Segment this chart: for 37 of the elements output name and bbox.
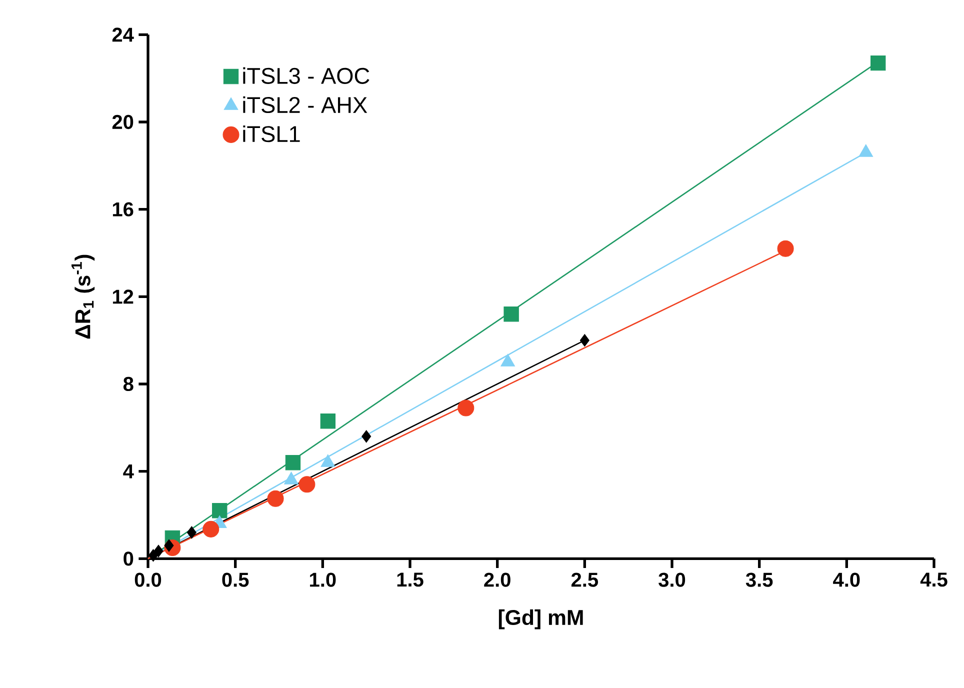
point: [362, 430, 372, 443]
x-tick-label: 3.0: [658, 572, 686, 587]
x-tick-label: 3.5: [746, 572, 773, 587]
point: [458, 400, 474, 416]
x-tick-label: 2.0: [484, 572, 510, 587]
point: [202, 520, 220, 538]
x-tick-label: 4.0: [833, 572, 860, 587]
y-tick-label: 4: [123, 464, 134, 478]
x-tick-label: 0.5: [222, 572, 249, 587]
point: [870, 55, 886, 71]
x-tick-label: 1.5: [397, 572, 424, 587]
y-tick-label: 24: [112, 28, 134, 42]
y-tick-label: 12: [112, 290, 134, 304]
point: [148, 549, 158, 562]
y-tick-label: 0: [124, 552, 134, 566]
x-tick-label: 4.5: [920, 572, 948, 587]
x-tick-label: 1.0: [310, 572, 336, 587]
legend-label: iTSL3 - AOC: [243, 67, 370, 84]
point: [298, 476, 316, 493]
point: [154, 544, 164, 558]
point: [777, 240, 794, 257]
point: [320, 414, 336, 429]
x-tick-label: 2.5: [571, 572, 598, 587]
point: [504, 306, 519, 322]
x-axis-title: [Gd] mM: [498, 609, 583, 630]
y-tick-label: 20: [112, 114, 134, 130]
x-tick-label: 0.0: [134, 572, 162, 587]
point: [212, 503, 228, 518]
legend-label: iTSL1: [243, 125, 300, 142]
point: [267, 490, 284, 507]
legend-label: iTSL2 - AHX: [243, 96, 368, 114]
y-axis-title: ΔR$_{1}$ (s$^{-1}$): [72, 254, 95, 339]
point: [580, 334, 590, 347]
point: [186, 526, 196, 539]
point: [285, 454, 301, 470]
y-tick-label: 8: [123, 376, 134, 392]
y-tick-label: 16: [112, 202, 134, 216]
